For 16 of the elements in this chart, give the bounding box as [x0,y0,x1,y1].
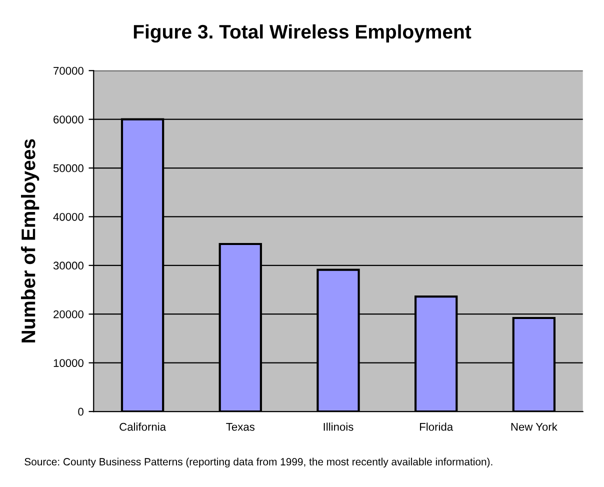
x-tick-label: California [120,422,166,431]
y-tick-label: 10000 [54,359,84,367]
y-tick-label: 30000 [53,262,84,270]
x-tick-label: Illinois [324,422,354,431]
x-tick-label: Florida [420,422,454,431]
y-tick-label: 20000 [54,310,84,318]
x-tick-label: Texas [226,423,254,431]
x-tick-label: New York [511,422,558,431]
y-tick-label: 40000 [53,212,84,221]
y-tick-label: 50000 [53,164,84,172]
y-tick-label: 0 [78,408,84,416]
source-note: Source: County Business Patterns (reporting data from 1999, the most recently available information). [24,458,492,468]
y-axis-title: Number of Employees [20,139,40,342]
chart-title: Figure 3. Total Wireless Employment [134,24,472,43]
y-tick-label: 70000 [54,66,84,75]
y-tick-label: 60000 [54,116,84,124]
